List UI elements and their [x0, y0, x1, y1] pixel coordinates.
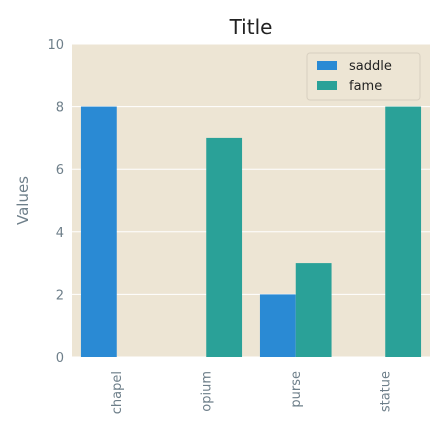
legend-swatch	[317, 81, 337, 90]
x-tick-label: purse	[289, 371, 304, 408]
legend-label: saddle	[349, 59, 392, 74]
y-tick-label: 10	[47, 38, 64, 53]
y-tick-label: 6	[56, 163, 64, 178]
bar	[259, 294, 296, 357]
bar	[80, 106, 117, 357]
legend-swatch	[317, 61, 337, 70]
legend: saddle fame	[306, 52, 421, 101]
chart-title: Title	[229, 15, 273, 39]
y-tick-label: 2	[56, 288, 64, 303]
bars	[80, 106, 422, 357]
grid-lines	[72, 43, 430, 358]
legend-label: fame	[349, 79, 382, 94]
bar	[295, 263, 332, 357]
bar	[385, 106, 422, 357]
y-axis-ticks: 0 2 4 6 8 10	[47, 38, 64, 366]
bar	[206, 137, 243, 357]
y-axis-label: Values	[14, 176, 32, 225]
y-tick-label: 8	[56, 101, 64, 116]
x-tick-label: statue	[378, 371, 393, 412]
y-tick-label: 4	[56, 226, 64, 241]
y-tick-label: 0	[56, 351, 64, 366]
x-axis-ticks: chapel opium purse statue	[110, 371, 394, 414]
x-tick-label: opium	[199, 371, 214, 412]
x-tick-label: chapel	[110, 371, 125, 414]
